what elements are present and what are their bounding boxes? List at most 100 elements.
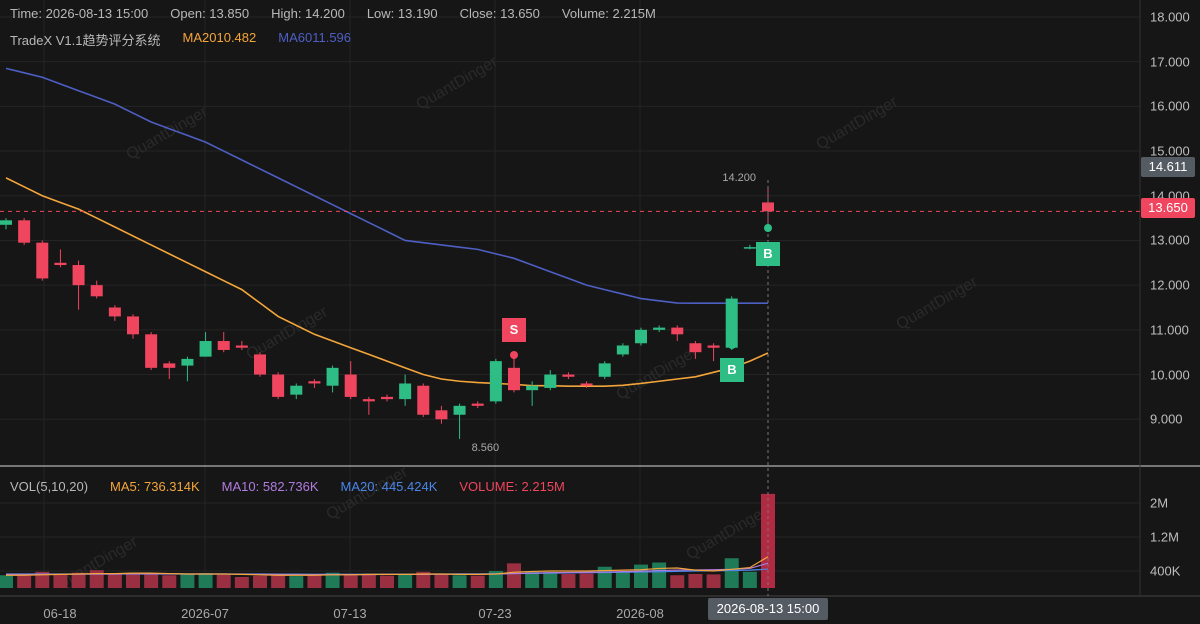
volume-bar <box>561 573 576 588</box>
volume-bar <box>71 572 86 588</box>
sell-signal-dot <box>510 351 518 359</box>
candle-body <box>54 262 67 266</box>
ma20-readout: MA2010.482 <box>182 30 257 45</box>
chart-grid <box>0 0 1200 597</box>
price-tick-label: 16.000 <box>1150 98 1190 114</box>
volume-bar <box>107 573 122 588</box>
vol-ma5-readout: MA5: 736.314K <box>110 479 200 494</box>
candle-body <box>471 403 484 406</box>
price-tick-label: 15.000 <box>1150 143 1190 159</box>
candle-body <box>90 285 103 297</box>
vol-volume-readout: VOLUME: 2.215M <box>459 479 565 494</box>
time-tick-label: 2026-07 <box>181 606 229 621</box>
indicator-legend[interactable]: TradeX V1.1趋势评分系统 MA2010.482 MA6011.596 <box>10 30 351 49</box>
price-tick-label: 13.000 <box>1150 232 1190 248</box>
candle-body <box>254 354 266 375</box>
sell-signal-marker[interactable]: S <box>502 318 526 342</box>
volume-bar <box>507 563 521 588</box>
vol-ma20-readout: MA20: 445.424K <box>340 479 438 494</box>
cursor-time-label: 2026-08-13 15:00 <box>708 598 828 620</box>
volume-bar <box>670 575 685 588</box>
close-readout: Close: 13.650 <box>459 6 540 21</box>
candle-body <box>381 396 393 400</box>
candle-body <box>308 381 321 384</box>
candle-body <box>0 220 12 225</box>
volume-bar <box>198 573 213 588</box>
volume-bar <box>380 575 394 588</box>
candle-body <box>435 410 448 420</box>
high-readout: High: 14.200 <box>271 6 345 21</box>
candle-body <box>72 265 85 286</box>
volume-bar <box>289 576 304 588</box>
indicator-name[interactable]: TradeX V1.1趋势评分系统 <box>10 33 161 48</box>
volume-bar <box>688 573 703 588</box>
candle-body <box>562 374 575 377</box>
candle-body <box>671 327 684 335</box>
high-price-tag: 14.611 <box>1141 157 1195 177</box>
volume-bar <box>180 573 195 588</box>
ma20-line <box>5 177 769 387</box>
price-tick-label: 18.000 <box>1150 9 1190 25</box>
volume-indicator-name[interactable]: VOL(5,10,20) <box>10 479 89 494</box>
price-tick-label: 11.000 <box>1150 322 1189 338</box>
ma60-readout: MA6011.596 <box>278 30 352 45</box>
price-tick-label: 9.000 <box>1150 411 1183 427</box>
buy-signal-dot <box>728 341 736 349</box>
candle-body <box>290 385 303 395</box>
price-tick-label: 12.000 <box>1150 277 1190 293</box>
volume-bar <box>742 571 757 588</box>
low-readout: Low: 13.190 <box>366 6 438 21</box>
volume-bar <box>543 571 558 588</box>
candle-body <box>145 334 158 368</box>
watermark-text: QuantDinger <box>244 303 332 363</box>
moving-average-lines <box>5 67 769 387</box>
volume-tick-label: 2M <box>1150 495 1169 511</box>
time-tick-label: 06-18 <box>43 606 77 621</box>
candle-body <box>326 367 339 386</box>
candle-body <box>235 345 248 348</box>
volume-legend[interactable]: VOL(5,10,20) MA5: 736.314K MA10: 582.736… <box>10 479 565 494</box>
volume-bar <box>416 571 431 588</box>
volume-bar <box>325 572 340 588</box>
volume-bar <box>525 571 540 588</box>
low-marker-label: 8.560 <box>472 442 500 454</box>
vol-ma10-readout: MA10: 582.736K <box>221 479 319 494</box>
volume-bar <box>307 574 322 588</box>
time-tick-label: 2026-08 <box>616 606 664 621</box>
volume-bar <box>488 571 503 588</box>
volume-bar <box>470 575 485 588</box>
candle-body <box>580 383 593 386</box>
candle-body <box>453 405 466 415</box>
buy-signal-marker[interactable]: B <box>720 358 744 382</box>
candle-body <box>526 385 539 391</box>
open-readout: Open: 13.850 <box>170 6 250 21</box>
volume-bar <box>53 574 68 588</box>
volume-bar <box>452 575 467 588</box>
volume-bar <box>0 575 13 588</box>
candle-body <box>272 374 285 397</box>
volume-readout: Volume: 2.215M <box>561 6 656 21</box>
candle-body <box>181 358 194 366</box>
volume-bar <box>652 562 667 588</box>
watermark-text: QuantDinger <box>814 93 902 153</box>
buy-signal-marker[interactable]: B <box>756 242 780 266</box>
candle-body <box>598 363 611 377</box>
price-tick-label: 17.000 <box>1150 54 1190 70</box>
time-readout: Time: 2026-08-13 15:00 <box>10 6 149 21</box>
candle-body <box>725 298 738 348</box>
volume-series <box>0 493 775 588</box>
candle-body <box>489 361 502 402</box>
candle-body <box>344 374 357 397</box>
candle-body <box>217 341 230 350</box>
time-tick-label: 07-23 <box>478 606 512 621</box>
volume-bar <box>434 573 449 588</box>
volume-bar <box>706 574 721 588</box>
watermark-text: QuantDinger <box>894 273 982 333</box>
candle-body <box>635 329 647 344</box>
candle-body <box>36 242 49 279</box>
candle-body <box>544 374 557 388</box>
candle-body <box>399 383 412 400</box>
candle-body <box>417 385 430 415</box>
candle-body <box>18 220 31 243</box>
